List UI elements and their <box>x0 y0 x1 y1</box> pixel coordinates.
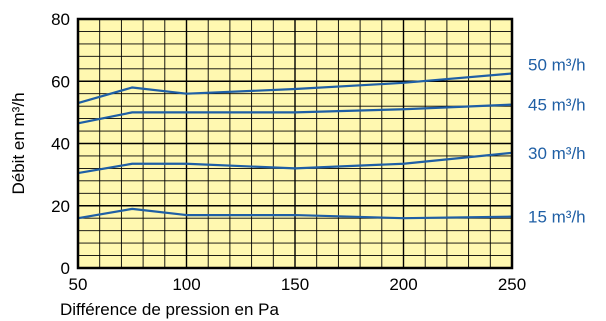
series-line-4 <box>77 207 513 220</box>
series-labels: 50 m³/h 45 m³/h 30 m³/h 15 m³/h <box>528 55 586 226</box>
y-axis-title: Débit en m³/h <box>9 92 28 194</box>
x-axis-title: Différence de pression en Pa <box>60 300 279 319</box>
x-tick-label: 200 <box>389 275 417 294</box>
x-tick-label: 150 <box>281 275 309 294</box>
y-tick-label: 60 <box>51 72 70 91</box>
y-tick-label: 80 <box>51 10 70 29</box>
y-axis-ticks: 0 20 40 60 80 <box>51 10 70 278</box>
y-tick-label: 20 <box>51 197 70 216</box>
series-label-2: 45 m³/h <box>528 96 586 115</box>
series-label-1: 50 m³/h <box>528 55 586 74</box>
series-lines <box>77 72 513 220</box>
series-label-3: 30 m³/h <box>528 144 586 163</box>
series-label-4: 15 m³/h <box>528 208 586 227</box>
series-line-1 <box>77 72 513 105</box>
x-tick-label: 50 <box>69 275 88 294</box>
series-line-2 <box>77 103 513 125</box>
x-tick-label: 100 <box>172 275 200 294</box>
x-axis-ticks: 50 100 150 200 250 <box>69 275 527 294</box>
y-tick-label: 0 <box>61 259 70 278</box>
plot-frame <box>76 17 514 270</box>
x-tick-label: 250 <box>498 275 526 294</box>
grid-lines <box>78 19 512 268</box>
series-line-3 <box>77 151 513 175</box>
y-tick-label: 40 <box>51 135 70 154</box>
